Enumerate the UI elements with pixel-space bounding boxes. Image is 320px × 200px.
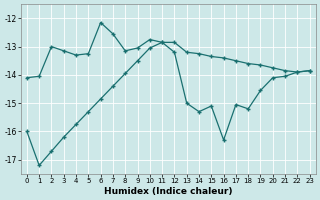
X-axis label: Humidex (Indice chaleur): Humidex (Indice chaleur) [104, 187, 233, 196]
